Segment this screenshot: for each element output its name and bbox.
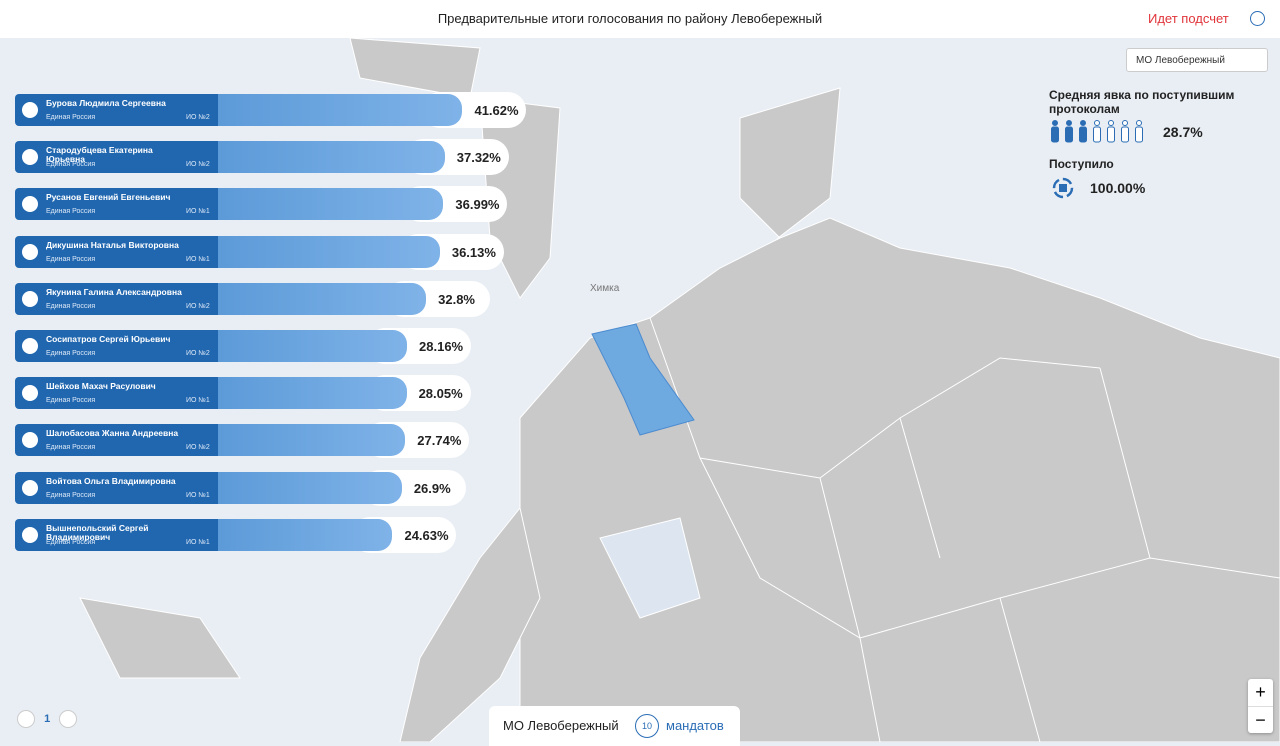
prev-page[interactable] (17, 710, 35, 728)
party-logo (22, 102, 38, 118)
person-icon (1093, 120, 1101, 143)
bar: Русанов Евгений Евгеньевич Единая Россия И… (15, 188, 444, 221)
map-label: Химка (590, 283, 620, 294)
person-icon (1065, 120, 1073, 143)
party-name: Единая Россия (46, 302, 96, 310)
person-icon (1121, 120, 1129, 143)
header: Предварительные итоги голосования по рай… (0, 0, 1280, 38)
bar: Сосипатров Сергей Юрьевич Единая Россия ИО… (15, 330, 408, 362)
person-icon (1051, 120, 1059, 143)
district-name: ИО №1 (186, 538, 210, 546)
district-name: ИО №2 (186, 350, 210, 357)
page-title: Предварительные итоги голосования по рай… (437, 11, 823, 26)
turnout-icons (1051, 120, 1143, 143)
candidate-name: Войтова Ольга Владимировна (46, 475, 176, 486)
candidate-name: Вышнепольский Сергей Владимирович (46, 522, 149, 542)
map[interactable]: Химка (0, 38, 1280, 742)
bar: Шейхов Махач Расулович Единая Россия ИО №1 (15, 377, 407, 410)
district-name: ИО №1 (186, 255, 210, 263)
party-name: Единая Россия (46, 350, 96, 357)
percent-label: 37.32% (456, 150, 501, 166)
party-logo (22, 526, 38, 543)
district-name: ИО №2 (186, 444, 210, 452)
party-logo (22, 243, 38, 260)
party-logo (22, 479, 38, 496)
party-name: Единая Россия (46, 397, 96, 405)
turnout-title: Средняя явка по поступившим протоколам (1049, 88, 1235, 116)
bar: Вышнепольский Сергей Владимирович Единая … (15, 518, 393, 551)
candidate-name: Якунина Галина Александровна (46, 286, 182, 297)
party-name: Единая Россия (46, 161, 96, 169)
zoom-out[interactable]: − (1255, 710, 1266, 730)
bar: Бурова Людмила Сергеевна Единая Россия ИО … (15, 94, 463, 126)
person-icon (1107, 120, 1115, 143)
candidate-name: Русанов Евгений Евгеньевич (46, 192, 171, 203)
next-page[interactable] (59, 710, 78, 728)
district-name: ИО №2 (186, 161, 210, 169)
party-name: Единая Россия (46, 491, 96, 499)
party-logo (22, 149, 38, 166)
candidate-name: Шалобасова Жанна Андреевна (46, 428, 179, 439)
percent-label: 24.63% (404, 527, 449, 543)
play-button[interactable] (1250, 11, 1265, 26)
candidate-name: Бурова Людмила Сергеевна (46, 98, 166, 108)
zoom-control: + − (1248, 679, 1273, 733)
district-name: ИО №1 (186, 397, 210, 405)
party-name: Единая Россия (46, 208, 96, 216)
district-name: ИО №1 (186, 208, 210, 216)
turnout-value: 28.7% (1163, 124, 1203, 140)
party-logo (22, 196, 38, 213)
percent-label: 28.16% (419, 339, 464, 354)
district-name: ИО №2 (186, 114, 210, 121)
bar: Якунина Галина Александровна Единая Росси… (15, 282, 427, 315)
mandates-count: 10 (635, 714, 659, 738)
selected-district[interactable] (591, 323, 695, 436)
person-icon (1079, 120, 1087, 143)
percent-label: 27.74% (417, 433, 462, 449)
party-logo (22, 290, 38, 307)
percent-label: 28.05% (418, 386, 463, 402)
page-number[interactable]: 1 (44, 713, 51, 725)
percent-label: 26.9% (413, 480, 451, 496)
candidate-name: Дикушина Наталья Викторовна (46, 239, 179, 250)
district-name: ИО №1 (186, 491, 210, 499)
percent-label: 36.99% (455, 197, 500, 213)
footer: МО Левобережный 10 мандатов (489, 706, 740, 746)
candidate-name: Стародубцева Екатерина Юрьевна (46, 145, 153, 165)
party-name: Единая Россия (46, 538, 96, 546)
bar: Дикушина Наталья Викторовна Единая Россия… (15, 235, 440, 268)
status: Идет подсчет (1148, 11, 1229, 26)
bar: Шалобасова Жанна Андреевна Единая Россия И… (15, 424, 406, 457)
bar: Войтова Ольга Владимировна Единая Россия И… (15, 471, 402, 504)
district-select[interactable]: МО Левобережный (1126, 48, 1268, 72)
district-name: ИО №2 (186, 302, 210, 310)
party-name: Единая Россия (46, 255, 96, 263)
bar: Стародубцева Екатерина Юрьевна Единая Рос… (15, 141, 445, 174)
percent-label: 36.13% (451, 244, 496, 260)
person-icon (1135, 120, 1143, 143)
party-logo (22, 432, 38, 449)
party-logo (22, 385, 38, 402)
received-title: Поступило (1049, 157, 1114, 171)
candidate-name: Шейхов Махач Расулович (46, 381, 156, 392)
mandates-label: мандатов (666, 718, 724, 733)
footer-district: МО Левобережный (503, 718, 619, 733)
party-name: Единая Россия (46, 114, 96, 121)
pagination: 1 (17, 710, 78, 728)
zoom-in[interactable]: + (1248, 679, 1273, 707)
candidate-name: Сосипатров Сергей Юрьевич (46, 334, 171, 344)
percent-label: 41.62% (474, 103, 519, 118)
received-icon (1052, 177, 1074, 199)
party-name: Единая Россия (46, 444, 96, 452)
received-value: 100.00% (1090, 180, 1146, 196)
percent-label: 32.8% (438, 291, 475, 307)
party-logo (22, 338, 38, 354)
